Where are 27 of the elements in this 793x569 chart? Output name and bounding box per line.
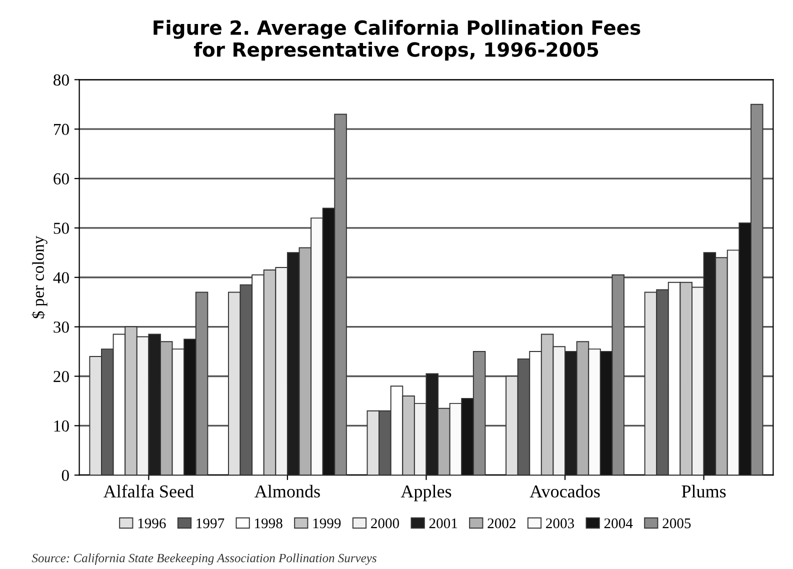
y-axis-title: $ per colony bbox=[32, 236, 48, 318]
x-tick-label: Plums bbox=[682, 484, 726, 498]
legend-label: 2001 bbox=[429, 518, 458, 528]
y-tick-label: 30 bbox=[54, 322, 69, 333]
x-tick-label: Alfalfa Seed bbox=[103, 484, 194, 498]
y-tick-label: 40 bbox=[53, 272, 69, 284]
legend-label: 1999 bbox=[313, 518, 341, 528]
legend-label: 1997 bbox=[196, 518, 224, 528]
x-tick-label: Avocados bbox=[530, 484, 600, 498]
source-note: Source: California State Beekeeping Association Pollination Surveys bbox=[32, 553, 376, 565]
legend-label: 2003 bbox=[546, 518, 574, 528]
y-tick-label: 0 bbox=[62, 470, 69, 482]
chart-title: Figure 2. Average California Pollination Fees for Representative Crops, 1996-2005 bbox=[154, 20, 640, 61]
legend-label: 1996 bbox=[138, 518, 166, 528]
legend-label: 1998 bbox=[255, 518, 282, 528]
legend-label: 2000 bbox=[371, 518, 400, 528]
y-tick-label: 60 bbox=[54, 173, 69, 184]
x-tick-label: Apples bbox=[400, 484, 452, 502]
y-tick-label: 10 bbox=[54, 420, 69, 432]
x-tick-label: Almonds bbox=[254, 484, 320, 498]
y-tick-label: 70 bbox=[54, 124, 69, 136]
y-tick-label: 50 bbox=[54, 222, 69, 234]
y-tick-label: 80 bbox=[54, 74, 69, 86]
legend-label: 2002 bbox=[488, 518, 516, 528]
legend-label: 2005 bbox=[662, 518, 691, 528]
y-tick-label: 20 bbox=[54, 370, 69, 382]
legend-label: 2004 bbox=[604, 518, 633, 528]
